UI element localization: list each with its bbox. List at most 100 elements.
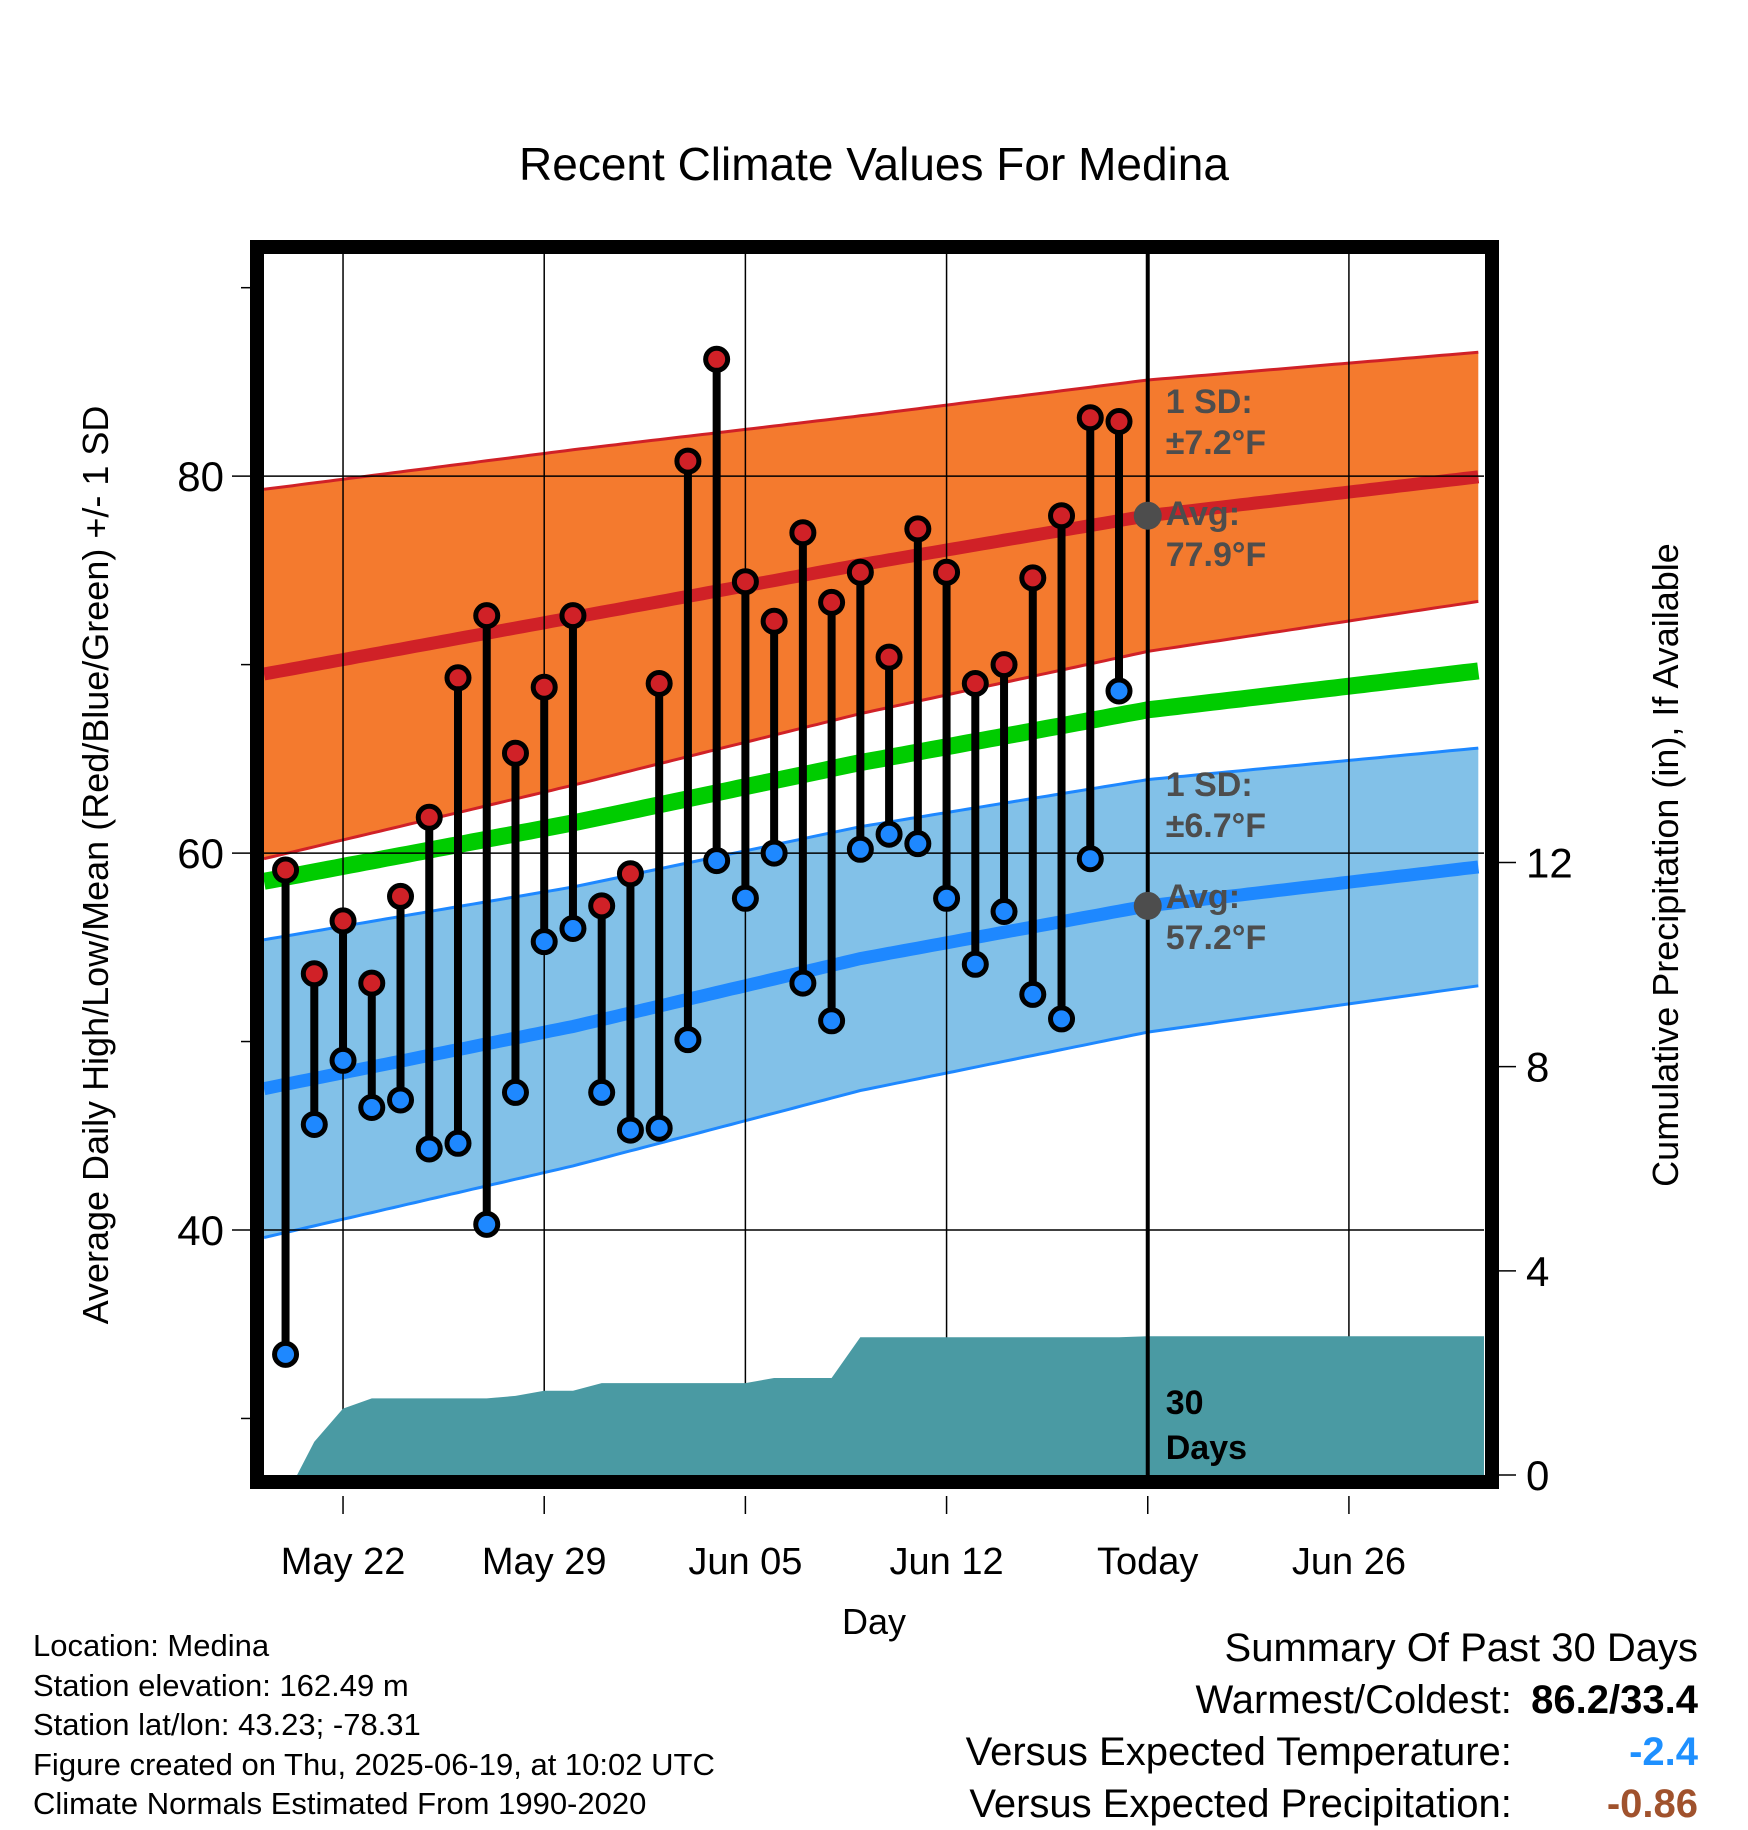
low-sd-upper-edge [264, 746, 1479, 942]
daily-low-point [616, 1116, 644, 1144]
daily-high-point [904, 515, 932, 543]
daily-high-point [588, 892, 616, 920]
daily-high-point [846, 558, 874, 586]
daily-high-point [444, 664, 472, 692]
daily-low-point [530, 928, 558, 956]
y2-tick-label: 4 [1526, 1248, 1549, 1295]
daily-high-point [329, 907, 357, 935]
daily-high-point [760, 607, 788, 635]
daily-high-point [473, 602, 501, 630]
daily-high-point [818, 588, 846, 616]
daily-low-point [731, 884, 759, 912]
x-tick-label: May 22 [281, 1541, 406, 1583]
y-tick-label: 40 [177, 1207, 224, 1254]
daily-high-point [559, 602, 587, 630]
daily-low-point [645, 1114, 673, 1142]
daily-low-point [501, 1078, 529, 1106]
daily-high-point [1076, 404, 1104, 432]
low-sd-lower-edge [264, 984, 1479, 1239]
daily-low-point [846, 835, 874, 863]
daily-low-point [904, 830, 932, 858]
daily-low-point [1019, 980, 1047, 1008]
warmest-value: 86.2/33.4 [1531, 1678, 1698, 1722]
high-sd-lower-edge [264, 599, 1479, 861]
location-text: Location: Medina [33, 1628, 270, 1663]
station-info: Location: Medina Station elevation: 162.… [33, 1626, 715, 1824]
temp-value: -2.4 [1629, 1730, 1698, 1774]
high-avg-value: 77.9°F [1166, 536, 1267, 574]
daily-low-point [387, 1086, 415, 1114]
daily-high-point [990, 651, 1018, 679]
y2-axis-label: Cumulative Precipitation (in), If Availa… [1645, 543, 1686, 1187]
daily-high-point [300, 960, 328, 988]
high-avg-marker [1133, 501, 1162, 530]
precip-label: Versus Expected Precipitation: [969, 1782, 1512, 1826]
daily-low-point [1076, 845, 1104, 873]
y2-tick-label: 0 [1526, 1452, 1549, 1499]
daily-high-point [272, 856, 300, 884]
low-sd-value: ±6.7°F [1166, 807, 1266, 845]
daily-high-point [1105, 408, 1133, 435]
mean-line [264, 662, 1480, 890]
low-avg-marker [1133, 891, 1162, 920]
daily-high-point [616, 860, 644, 888]
daily-high-point [530, 673, 558, 701]
daily-high-point [875, 643, 903, 671]
daily-low-point [818, 1007, 846, 1035]
daily-low-point [789, 969, 817, 997]
daily-low-point [559, 914, 587, 942]
low-sd-label: 1 SD: [1166, 766, 1253, 804]
x-tick-label: May 29 [482, 1541, 607, 1583]
daily-high-point [674, 447, 702, 475]
high-sd-value: ±7.2°F [1166, 424, 1266, 462]
summary-precip-row: Versus Expected Precipitation: -0.86 [966, 1778, 1698, 1830]
daily-low-point [875, 820, 903, 848]
daily-low-point [933, 884, 961, 912]
low-sd-band [264, 748, 1479, 1238]
daily-low-point [674, 1026, 702, 1054]
daily-low-point [760, 839, 788, 867]
low-avg-label: Avg: [1166, 878, 1240, 916]
daily-low-point [300, 1110, 328, 1138]
high-sd-label: 1 SD: [1166, 383, 1253, 421]
daily-low-point [990, 898, 1018, 925]
summary-title: Summary Of Past 30 Days [1224, 1626, 1698, 1670]
plot-frame [250, 240, 1499, 1489]
daily-high-point [1019, 564, 1047, 592]
days-count-label: 30 [1166, 1384, 1204, 1422]
summary-panel: Summary Of Past 30 Days Warmest/Coldest:… [966, 1622, 1698, 1830]
daily-high-point [501, 739, 529, 767]
x-axis-label: Day [842, 1601, 906, 1642]
created-text: Figure created on Thu, 2025-06-19, at 10… [33, 1746, 715, 1782]
low-avg-value: 57.2°F [1166, 919, 1267, 957]
daily-high-point [1048, 502, 1076, 530]
precip-area [297, 1336, 1484, 1475]
daily-high-point [415, 803, 443, 831]
daily-high-point [387, 882, 415, 910]
daily-low-point [272, 1340, 300, 1368]
daily-high-point [358, 969, 386, 997]
daily-low-point [703, 847, 731, 875]
daily-low-point [1105, 677, 1133, 705]
x-tick-label: Today [1097, 1541, 1198, 1583]
x-tick-label: Jun 12 [890, 1541, 1004, 1583]
summary-warmest-row: Warmest/Coldest: 86.2/33.4 [966, 1674, 1699, 1726]
high-avg-line [264, 470, 1480, 681]
daily-high-point [731, 568, 759, 596]
daily-high-point [703, 345, 731, 373]
high-sd-upper-edge [264, 350, 1479, 491]
y2-tick-label: 12 [1526, 840, 1573, 887]
y2-tick-label: 8 [1526, 1044, 1549, 1091]
daily-high-point [933, 558, 961, 586]
latlon-text: Station lat/lon: 43.23; -78.31 [33, 1707, 421, 1742]
warmest-label: Warmest/Coldest: [1195, 1678, 1512, 1722]
daily-low-point [415, 1135, 443, 1163]
daily-high-point [789, 519, 817, 547]
daily-low-point [444, 1129, 472, 1157]
daily-low-point [961, 950, 989, 978]
daily-high-point [645, 669, 673, 697]
daily-low-point [329, 1046, 357, 1074]
summary-temp-row: Versus Expected Temperature: -2.4 [966, 1726, 1698, 1778]
x-tick-label: Jun 26 [1292, 1541, 1406, 1583]
